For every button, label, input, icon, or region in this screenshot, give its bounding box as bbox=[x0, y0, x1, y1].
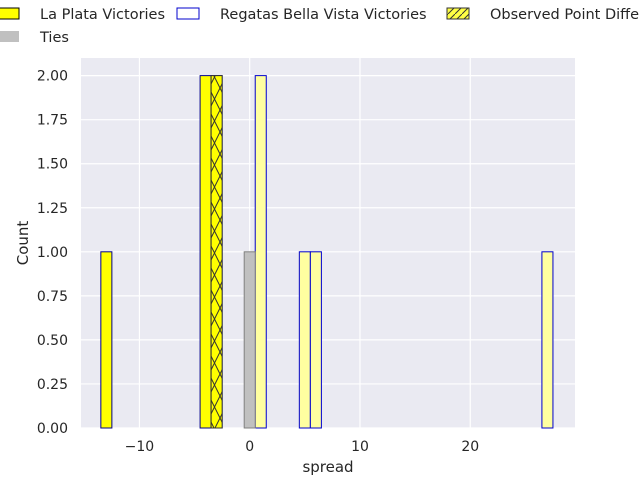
y-tick-label: 1.75 bbox=[37, 113, 68, 129]
x-axis-label: spread bbox=[302, 458, 353, 476]
legend: La Plata Victories Regatas Bella Vista Vi… bbox=[0, 7, 640, 46]
legend-label: Regatas Bella Vista Victories bbox=[220, 7, 427, 23]
y-tick-label: 0.75 bbox=[37, 289, 68, 305]
grid-lines bbox=[81, 58, 575, 429]
x-tick-label: 10 bbox=[351, 439, 369, 455]
y-tick-label: 1.25 bbox=[37, 201, 68, 217]
bar-ties bbox=[243, 251, 256, 429]
bar-la-plata-victories bbox=[100, 251, 113, 429]
x-tick-label: 20 bbox=[461, 439, 479, 455]
legend-swatch bbox=[0, 31, 19, 42]
y-tick-label: 2.00 bbox=[37, 69, 68, 85]
y-tick-label: 1.00 bbox=[37, 245, 68, 261]
plot-area bbox=[81, 58, 575, 428]
legend-label: Ties bbox=[39, 30, 69, 46]
bar-regatas-bella-vista-victories bbox=[541, 251, 554, 429]
bar-observed-point-difference bbox=[210, 75, 223, 429]
legend-label: Observed Point Difference bbox=[490, 7, 640, 23]
bar-regatas-bella-vista-victories bbox=[298, 251, 311, 429]
y-tick-label: 0.00 bbox=[37, 421, 68, 437]
legend-item: Observed Point Difference bbox=[446, 7, 640, 23]
y-tick-label: 0.25 bbox=[37, 377, 68, 393]
legend-swatch-hatch bbox=[446, 7, 470, 20]
bar-regatas-bella-vista-victories bbox=[254, 75, 267, 429]
histogram-bars bbox=[100, 75, 554, 429]
x-tick-label: 0 bbox=[245, 439, 254, 455]
legend-swatch bbox=[176, 7, 200, 20]
legend-item: La Plata Victories bbox=[0, 7, 165, 23]
bar-la-plata-victories bbox=[199, 75, 212, 429]
y-axis-label: Count bbox=[14, 221, 32, 266]
axis-ticks: −10 0 10 20 0.00 0.25 0.50 0.75 1.00 1.25 1.50 1.75… bbox=[37, 69, 479, 455]
legend-item: Regatas Bella Vista Victories bbox=[176, 7, 427, 23]
legend-swatch bbox=[0, 7, 20, 20]
bar-regatas-bella-vista-victories bbox=[309, 251, 322, 429]
legend-label: La Plata Victories bbox=[40, 7, 165, 23]
x-tick-label: −10 bbox=[125, 439, 155, 455]
y-tick-label: 1.50 bbox=[37, 157, 68, 173]
legend-item: Ties bbox=[0, 30, 69, 46]
y-tick-label: 0.50 bbox=[37, 333, 68, 349]
